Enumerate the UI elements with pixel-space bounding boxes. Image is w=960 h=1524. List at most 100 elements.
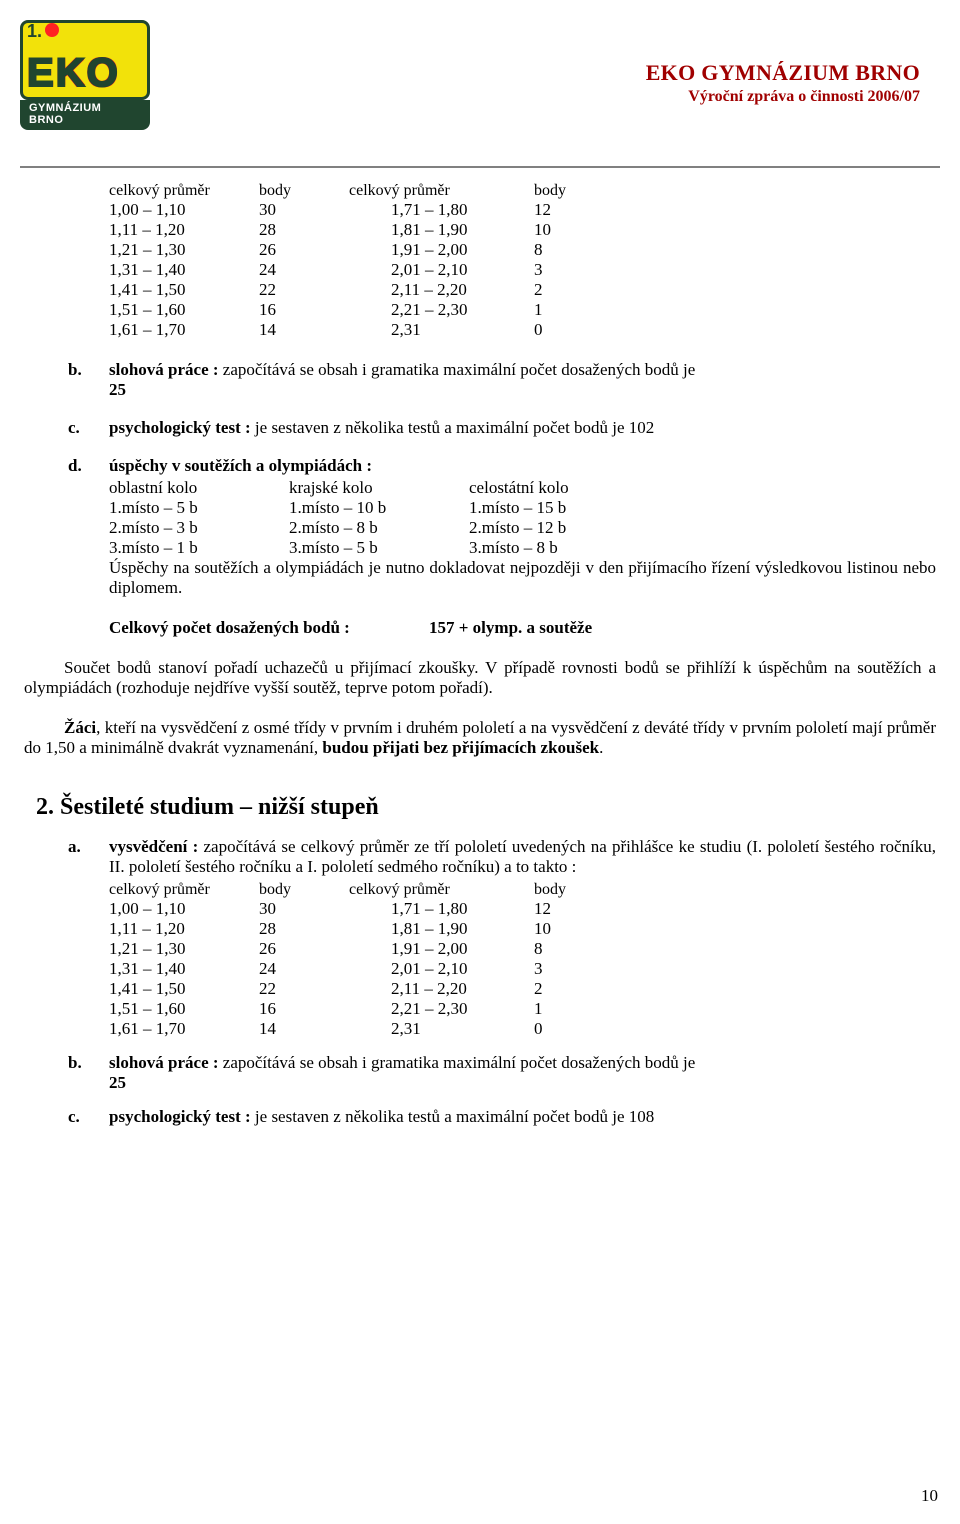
item-lead: vysvědčení : — [109, 837, 203, 856]
table-cell: 2 — [534, 979, 594, 999]
table-cell: 28 — [259, 220, 319, 240]
col-header-body: body — [534, 881, 594, 899]
item-text: započítává se obsah i gramatika maximáln… — [223, 360, 696, 379]
medal-cell: 3.místo – 8 b — [469, 538, 649, 558]
table-cell: 0 — [534, 320, 594, 340]
table-cell: 2,01 – 2,10 — [349, 260, 534, 280]
item-lead: slohová práce : — [109, 360, 223, 379]
item-marker: a. — [24, 837, 109, 1039]
table-cell: 28 — [259, 919, 319, 939]
medal-cell: 1.místo – 15 b — [469, 498, 649, 518]
page-subtitle: Výroční zpráva o činnosti 2006/07 — [646, 88, 920, 106]
medal-cell: 3.místo – 5 b — [289, 538, 469, 558]
item-marker: c. — [24, 418, 109, 438]
table-cell: 10 — [534, 220, 594, 240]
table-cell: 1,11 – 1,20 — [109, 220, 259, 240]
item-tail: 25 — [109, 1073, 126, 1092]
list-item-a: a. vysvědčení : započítává se celkový pr… — [24, 837, 936, 1039]
section-2-list: a. vysvědčení : započítává se celkový pr… — [24, 837, 936, 1127]
item-marker: c. — [24, 1107, 109, 1127]
logo-bottom-text: GYMNÁZIUM BRNO — [29, 102, 101, 126]
score-table-2: celkový průměr body 1,00 – 1,1030 1,11 –… — [109, 881, 936, 1039]
logo-letter-o: O — [87, 51, 118, 95]
item-text: je sestaven z několika testů a maximální… — [255, 418, 654, 437]
table-cell: 24 — [259, 959, 319, 979]
item-body: úspěchy v soutěžích a olympiádách : obla… — [109, 456, 936, 598]
table-cell: 22 — [259, 979, 319, 999]
table-cell: 1 — [534, 300, 594, 320]
paragraph-order: Součet bodů stanoví pořadí uchazečů u př… — [24, 658, 936, 698]
section-2-heading: 2. Šestileté studium – nižší stupeň — [24, 794, 936, 821]
item-body: slohová práce : započítává se obsah i gr… — [109, 360, 936, 400]
table-cell: 1,51 – 1,60 — [109, 999, 259, 1019]
medal-cell: 2.místo – 3 b — [109, 518, 289, 538]
table-cell: 3 — [534, 260, 594, 280]
medal-cell: 1.místo – 10 b — [289, 498, 469, 518]
logo-top: 1. E K O — [20, 20, 150, 100]
score-col-right: celkový průměr body 1,71 – 1,8012 1,81 –… — [349, 881, 594, 1039]
score-table-grid: celkový průměr body 1,00 – 1,10 3 0 1,11 –… — [109, 182, 936, 340]
score-col-left: celkový průměr body 1,00 – 1,1030 1,11 –… — [109, 881, 319, 1039]
table-cell: 1,51 – 1,60 — [109, 300, 259, 320]
score-col-right: celkový průměr body 1,71 – 1,8012 1,81 –… — [349, 182, 594, 340]
score-table-1: celkový průměr body 1,00 – 1,10 3 0 1,11 –… — [109, 182, 936, 340]
table-cell: 2 — [534, 280, 594, 300]
table-cell: 16 — [259, 300, 319, 320]
medal-cell: 1.místo – 5 b — [109, 498, 289, 518]
content: celkový průměr body 1,00 – 1,1030 1,11 –… — [20, 182, 940, 1127]
page-number: 10 — [921, 1486, 938, 1506]
medal-col-header: oblastní kolo — [109, 478, 289, 498]
item-lead: slohová práce : — [109, 1053, 223, 1072]
table-cell: 1,71 – 1,80 — [349, 899, 534, 919]
item-marker: b. — [24, 360, 109, 400]
col-header-body: body — [259, 881, 319, 899]
total-points-row: Celkový počet dosažených bodů : 157 + ol… — [109, 618, 936, 638]
table-cell: 2,31 — [349, 1019, 534, 1039]
col-header-body: body — [259, 182, 319, 200]
total-value: 157 + olymp. a soutěže — [429, 618, 592, 638]
table-cell: 3 — [534, 959, 594, 979]
item-marker: d. — [24, 456, 109, 598]
table-cell: 26 — [259, 240, 319, 260]
table-cell: 26 — [259, 939, 319, 959]
medal-cell: 3.místo – 1 b — [109, 538, 289, 558]
table-cell: 1,00 – 1,10 — [109, 200, 259, 220]
table-cell: 2,11 – 2,20 — [349, 979, 534, 999]
list-item-b: b. slohová práce : započítává se obsah i… — [24, 360, 936, 400]
table-cell: 2,21 – 2,30 — [349, 300, 534, 320]
table-cell: 1,31 – 1,40 — [109, 959, 259, 979]
table-cell: 1,21 – 1,30 — [109, 240, 259, 260]
col-header-range: celkový průměr — [109, 182, 259, 200]
list-item-b2: b. slohová práce : započítává se obsah i… — [24, 1053, 936, 1093]
item-lead: psychologický test : — [109, 418, 255, 437]
col-header-body: body — [534, 182, 594, 200]
table-cell: 30 — [259, 899, 319, 919]
item-body: psychologický test : je sestaven z někol… — [109, 418, 936, 438]
item-tail: 25 — [109, 380, 126, 399]
table-cell: 1,21 – 1,30 — [109, 939, 259, 959]
table-cell: 1,81 – 1,90 — [349, 220, 534, 240]
table-cell: 1,00 – 1,10 — [109, 899, 259, 919]
header-divider — [20, 166, 940, 168]
logo-bottom: GYMNÁZIUM BRNO — [20, 100, 150, 130]
item-lead: úspěchy v soutěžích a olympiádách : — [109, 456, 372, 475]
table-cell: 22 — [259, 280, 319, 300]
col-header-range: celkový průměr — [109, 881, 259, 899]
logo-red-dot-icon — [45, 23, 59, 37]
table-cell: 1,91 – 2,00 — [349, 939, 534, 959]
medal-col-header: krajské kolo — [289, 478, 469, 498]
logo-box: 1. E K O GYMNÁZIUM BRNO — [20, 20, 175, 160]
eko-logo: 1. E K O GYMNÁZIUM BRNO — [20, 20, 175, 160]
table-cell: 2,31 — [349, 320, 534, 340]
item-marker: b. — [24, 1053, 109, 1093]
score-col-left: celkový průměr body 1,00 – 1,1030 1,11 –… — [109, 182, 319, 340]
document-page: 1. E K O GYMNÁZIUM BRNO EKO GYMNÁZI — [0, 0, 960, 1524]
table-cell: 1,31 – 1,40 — [109, 260, 259, 280]
medal-cell: 2.místo – 12 b — [469, 518, 649, 538]
table-cell: 24 — [259, 260, 319, 280]
logo-letter-e: E — [27, 51, 54, 95]
medals-table: oblastní kolo krajské kolo celostátní ko… — [109, 478, 936, 558]
item-lead: psychologický test : — [109, 1107, 255, 1126]
para2-bold: budou přijati bez přijímacích zkoušek — [322, 738, 599, 757]
table-cell: 1,41 – 1,50 — [109, 979, 259, 999]
